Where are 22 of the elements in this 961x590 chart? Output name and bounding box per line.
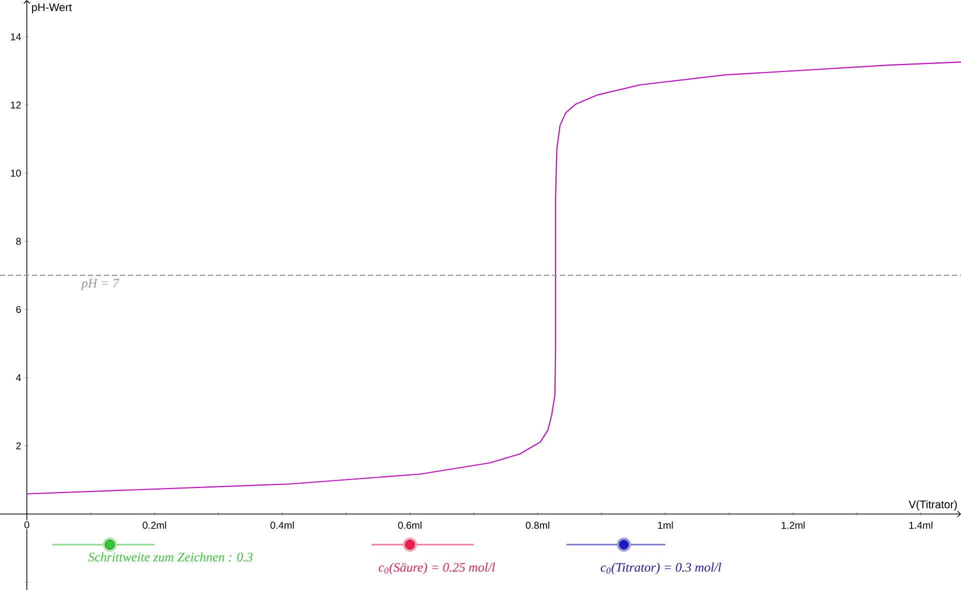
y-tick-label: 2 (16, 442, 21, 450)
x-tick-label: 0.6ml (398, 522, 422, 529)
y-tick-label: 14 (10, 33, 22, 40)
x-axis-title: V(Titrator) (908, 500, 957, 510)
line-series (26, 61, 961, 494)
annotation: c$_{0}$(Titrator) = 0.3 mol/l (600, 562, 722, 574)
x-tick-label: 0.8ml (526, 522, 550, 529)
y-axis-title: pH-Wert (32, 4, 72, 14)
x-tick-label: 0.2ml (142, 522, 166, 529)
y-tick-label: 10 (10, 170, 21, 177)
x-tick-label: 0 (24, 521, 30, 528)
x-tick-label: 1ml (658, 522, 673, 529)
x-tick-label: 1.4ml (909, 522, 932, 529)
y-tick-label: 4 (16, 374, 22, 382)
ref-line-label: pH = 7 (80, 278, 120, 290)
annotation: c$_{0}$(Säure) = 0.25 mol/l (378, 562, 495, 574)
y-tick-label: 8 (16, 238, 21, 245)
y-tick-label: 6 (16, 306, 21, 314)
x-tick-label: 1.2ml (782, 522, 805, 529)
y-tick-label: 12 (10, 102, 21, 108)
annotation: Schrittweite zum Zeichnen : 0.3 (88, 552, 252, 562)
x-tick-label: 0.4ml (270, 522, 294, 529)
